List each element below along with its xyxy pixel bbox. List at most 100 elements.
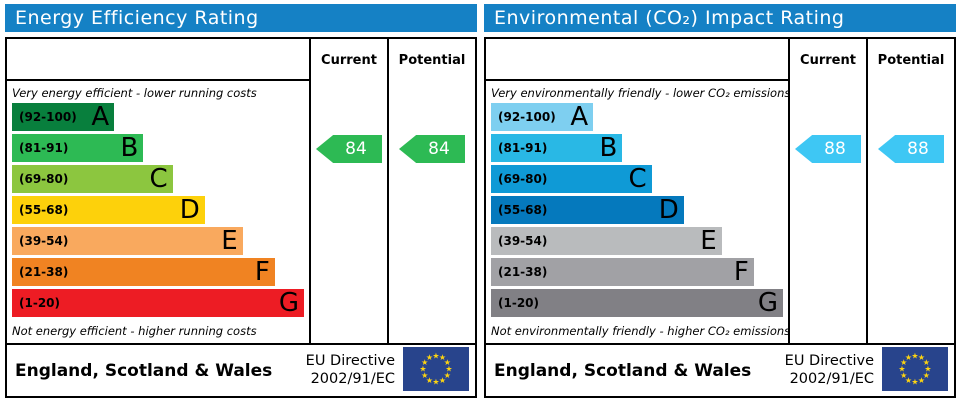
band-row: (92-100) A bbox=[491, 103, 783, 134]
band-row: (21-38) F bbox=[491, 258, 783, 289]
bottom-note: Not environmentally friendly - higher CO… bbox=[491, 324, 788, 338]
band-letter: C bbox=[149, 164, 168, 194]
panel-title: Energy Efficiency Rating bbox=[5, 4, 477, 32]
band-letter: G bbox=[278, 288, 299, 318]
band-bar-C: (69-80) C bbox=[12, 165, 173, 193]
band-row: (69-80) C bbox=[12, 165, 304, 196]
svg-text:★: ★ bbox=[900, 358, 907, 367]
band-bar-E: (39-54) E bbox=[12, 227, 243, 255]
band-bar-E: (39-54) E bbox=[491, 227, 722, 255]
svg-text:★: ★ bbox=[898, 364, 905, 373]
band-range: (1-20) bbox=[498, 296, 539, 310]
directive-line1: EU Directive bbox=[305, 353, 395, 370]
band-range: (92-100) bbox=[19, 110, 77, 124]
band-row: (1-20) G bbox=[491, 289, 783, 320]
band-range: (55-68) bbox=[19, 203, 69, 217]
svg-text:★: ★ bbox=[905, 375, 912, 384]
current-cell: 84 bbox=[309, 81, 387, 343]
band-bar-D: (55-68) D bbox=[12, 196, 205, 224]
current-column-header: Current bbox=[788, 39, 866, 81]
svg-text:★: ★ bbox=[421, 358, 428, 367]
band-row: (69-80) C bbox=[491, 165, 783, 196]
band-bar-A: (92-100) A bbox=[491, 102, 594, 132]
band-letter: E bbox=[221, 226, 238, 256]
potential-rating-arrow: 88 bbox=[878, 135, 944, 163]
svg-text:★: ★ bbox=[419, 364, 426, 373]
svg-text:★: ★ bbox=[444, 358, 451, 367]
band-row: (55-68) D bbox=[491, 196, 783, 227]
table-footer: England, Scotland & Wales EU Directive 2… bbox=[7, 343, 475, 396]
band-range: (69-80) bbox=[19, 172, 69, 186]
eu-flag-icon: ★ ★ ★ ★ ★ ★ ★ ★ ★ ★ ★ ★ bbox=[403, 346, 469, 395]
band-row: (92-100) A bbox=[12, 103, 304, 134]
eu-directive-label: EU Directive 2002/91/EC bbox=[306, 353, 395, 388]
band-letter: G bbox=[757, 288, 778, 318]
directive-line2: 2002/91/EC bbox=[310, 370, 395, 387]
band-range: (39-54) bbox=[19, 234, 69, 248]
top-note: Very environmentally friendly - lower CO… bbox=[491, 86, 788, 100]
band-row: (1-20) G bbox=[12, 289, 304, 320]
band-bar-F: (21-38) F bbox=[491, 258, 754, 286]
band-range: (21-38) bbox=[19, 265, 69, 279]
bands-area: Very environmentally friendly - lower CO… bbox=[486, 81, 788, 343]
svg-text:★: ★ bbox=[426, 353, 433, 362]
svg-text:★: ★ bbox=[905, 353, 912, 362]
potential-rating-arrow: 84 bbox=[399, 135, 465, 163]
svg-text:★: ★ bbox=[923, 358, 930, 367]
svg-text:★: ★ bbox=[439, 375, 446, 384]
svg-text:★: ★ bbox=[923, 371, 930, 380]
potential-column-header: Potential bbox=[866, 39, 954, 81]
energy-efficiency-panel: Energy Efficiency Rating Current Potenti… bbox=[5, 4, 477, 398]
band-range: (39-54) bbox=[498, 234, 548, 248]
rating-table: Current Potential Very environmentally f… bbox=[484, 37, 956, 398]
svg-text:★: ★ bbox=[432, 377, 439, 386]
band-row: (39-54) E bbox=[491, 227, 783, 258]
svg-text:★: ★ bbox=[911, 377, 918, 386]
band-row: (81-91) B bbox=[12, 134, 304, 165]
current-rating-arrow: 84 bbox=[316, 135, 382, 163]
band-letter: D bbox=[658, 195, 679, 225]
band-letter: C bbox=[628, 164, 647, 194]
band-letter: B bbox=[599, 133, 618, 163]
band-bar-B: (81-91) B bbox=[491, 133, 623, 163]
svg-text:★: ★ bbox=[426, 375, 433, 384]
band-row: (81-91) B bbox=[491, 134, 783, 165]
band-range: (21-38) bbox=[498, 265, 548, 279]
svg-text:★: ★ bbox=[924, 364, 931, 373]
band-range: (55-68) bbox=[498, 203, 548, 217]
environmental-impact-panel: Environmental (CO₂) Impact Rating Curren… bbox=[484, 4, 956, 398]
band-list: (92-100) A (81-91) B (69-80) C (55-68) D (39-54)… bbox=[491, 103, 783, 320]
band-letter: A bbox=[570, 102, 589, 132]
svg-text:★: ★ bbox=[900, 371, 907, 380]
band-letter: F bbox=[254, 257, 270, 287]
bands-area: Very energy efficient - lower running co… bbox=[7, 81, 309, 343]
band-letter: B bbox=[120, 133, 139, 163]
band-row: (39-54) E bbox=[12, 227, 304, 258]
band-letter: E bbox=[700, 226, 717, 256]
band-bar-B: (81-91) B bbox=[12, 133, 144, 163]
current-cell: 88 bbox=[788, 81, 866, 343]
potential-column-header: Potential bbox=[387, 39, 475, 81]
region-label: England, Scotland & Wales bbox=[494, 360, 752, 381]
region-label: England, Scotland & Wales bbox=[15, 360, 273, 381]
band-bar-F: (21-38) F bbox=[12, 258, 275, 286]
band-bar-A: (92-100) A bbox=[12, 102, 115, 132]
band-list: (92-100) A (81-91) B (69-80) C (55-68) D (39-54)… bbox=[12, 103, 304, 320]
band-letter: A bbox=[91, 102, 110, 132]
band-range: (81-91) bbox=[19, 141, 69, 155]
svg-text:★: ★ bbox=[439, 353, 446, 362]
current-rating-arrow: 88 bbox=[795, 135, 861, 163]
directive-line2: 2002/91/EC bbox=[789, 370, 874, 387]
svg-text:★: ★ bbox=[444, 371, 451, 380]
band-range: (92-100) bbox=[498, 110, 556, 124]
band-row: (55-68) D bbox=[12, 196, 304, 227]
current-column-header: Current bbox=[309, 39, 387, 81]
panel-title: Environmental (CO₂) Impact Rating bbox=[484, 4, 956, 32]
potential-cell: 88 bbox=[866, 81, 954, 343]
top-note: Very energy efficient - lower running co… bbox=[12, 86, 257, 100]
svg-text:★: ★ bbox=[911, 351, 918, 360]
table-footer: England, Scotland & Wales EU Directive 2… bbox=[486, 343, 954, 396]
band-letter: D bbox=[179, 195, 200, 225]
svg-text:★: ★ bbox=[918, 353, 925, 362]
